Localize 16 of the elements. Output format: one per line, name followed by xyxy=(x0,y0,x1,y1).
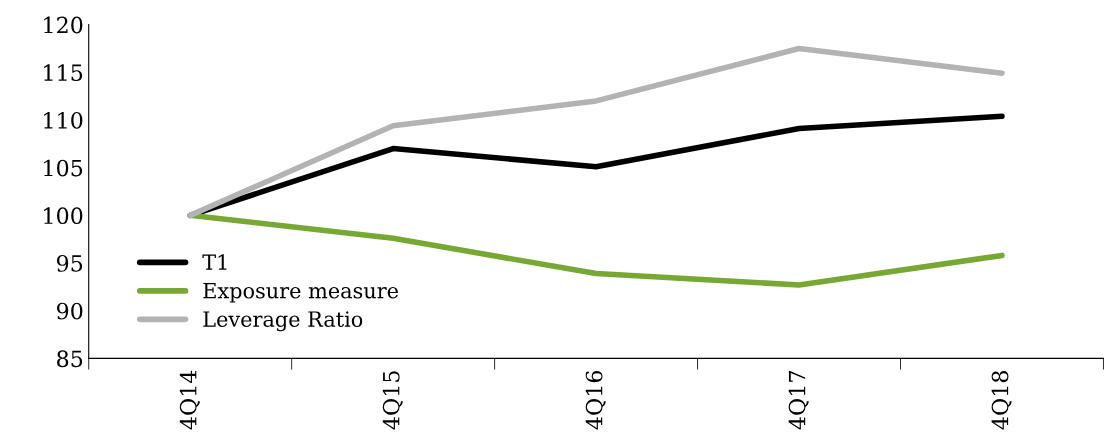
x-tick-label: 4Q17 xyxy=(788,371,809,430)
legend-label: Exposure measure xyxy=(203,282,398,303)
legend-label: T1 xyxy=(202,254,227,270)
y-tick-label: 95 xyxy=(56,254,83,272)
x-tick-label: 4Q15 xyxy=(382,371,403,430)
x-tick-label: 4Q14 xyxy=(179,370,200,430)
y-tick-label: 105 xyxy=(44,159,83,177)
y-tick-label: 85 xyxy=(57,350,83,368)
y-tick-label: 90 xyxy=(56,302,83,320)
y-tick-label: 100 xyxy=(44,207,83,225)
y-tick-label: 110 xyxy=(44,111,83,129)
x-tick-label: 4Q16 xyxy=(585,370,606,430)
y-tick-label: 115 xyxy=(44,64,83,82)
x-tick-label: 4Q18 xyxy=(991,371,1012,430)
legend-label: Leverage Ratio xyxy=(203,311,363,332)
y-tick-label: 120 xyxy=(44,16,83,34)
